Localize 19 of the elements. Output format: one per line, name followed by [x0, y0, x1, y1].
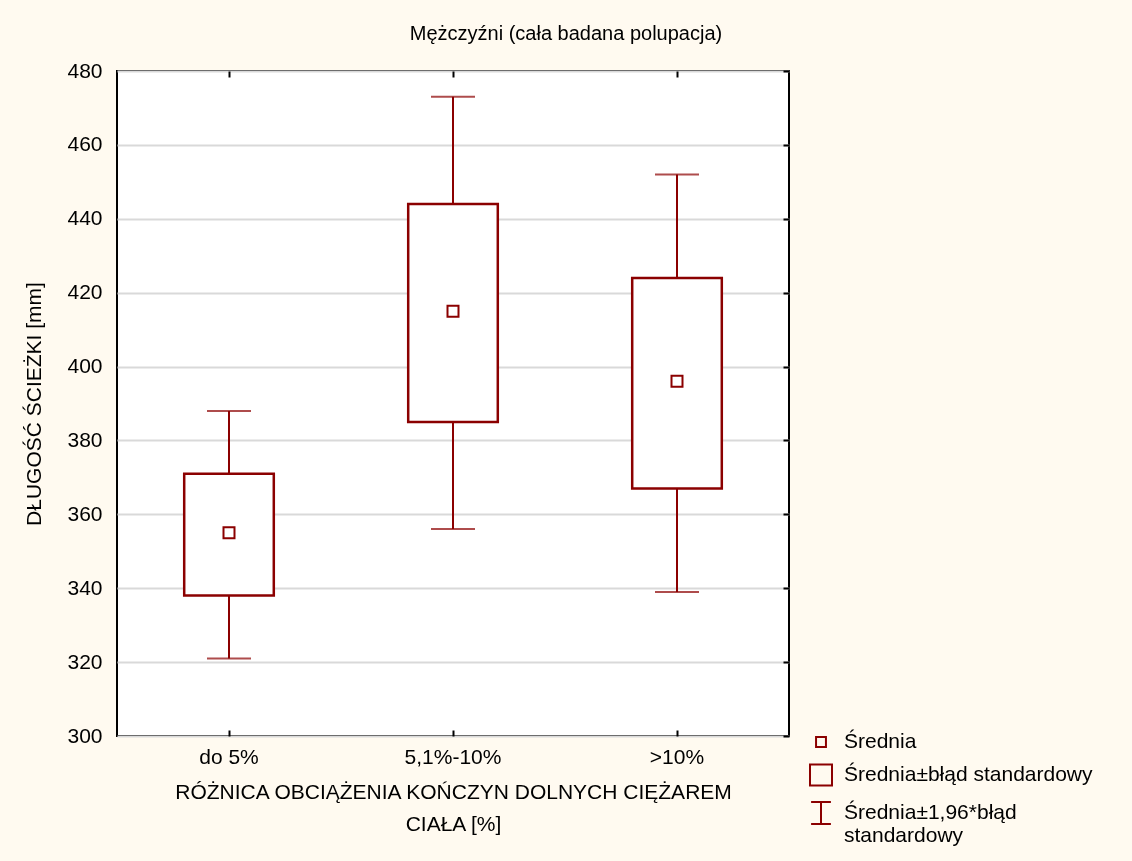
y-tick-label: 460 [67, 132, 103, 156]
x-tick-label: do 5% [199, 744, 259, 768]
x-tick-label: >10% [649, 744, 705, 768]
y-axis-title: DŁUGOŚĆ ŚCIEŻKI [mm] [22, 282, 46, 526]
text: Średnia±błąd standardowy [844, 762, 1094, 785]
text: Średnia [844, 729, 917, 752]
y-tick-label: 380 [67, 427, 103, 451]
x-tick-label: 5,1%-10% [404, 744, 502, 768]
y-tick-label: 360 [67, 501, 103, 525]
y-tick-label: 400 [67, 354, 103, 378]
y-tick-label: 440 [67, 206, 103, 230]
y-tick-label: 420 [67, 280, 103, 304]
y-tick-label: 340 [67, 575, 103, 599]
y-tick-label: 320 [67, 649, 103, 673]
text: Średnia±1,96*błąd standardowy [844, 800, 1017, 846]
y-tick-label: 300 [67, 723, 103, 747]
x-axis-title: RÓŻNICA OBCIĄŻENIA KOŃCZYN DOLNYCH CIĘŻAREM CIAŁA [%] [175, 779, 732, 835]
y-tick-label: 480 [67, 58, 103, 82]
chart-title: Mężczyźni (cała badana polupacja) [409, 22, 723, 44]
